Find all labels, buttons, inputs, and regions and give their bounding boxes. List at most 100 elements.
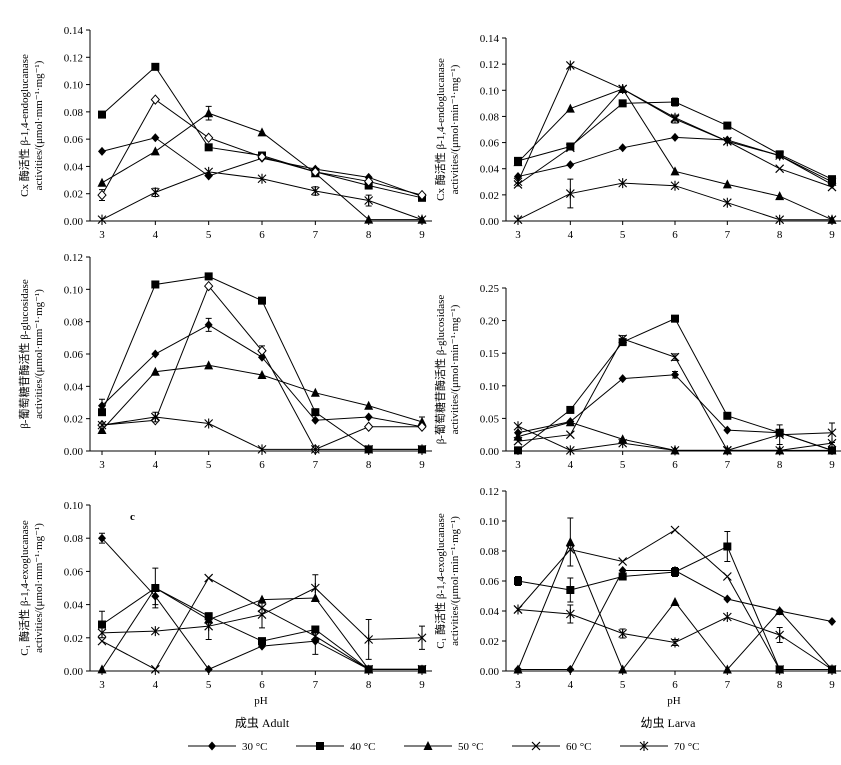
x-tick-label: 9 — [419, 459, 425, 471]
y-tick-label: 0.08 — [480, 111, 500, 123]
data-point — [310, 387, 320, 397]
y-tick-label: 0.08 — [480, 546, 500, 558]
data-point — [671, 370, 679, 380]
data-point — [513, 604, 523, 615]
x-tick-label: 3 — [99, 229, 105, 241]
data-point — [204, 621, 214, 632]
y-tick-label: 0.10 — [64, 500, 84, 512]
data-point — [775, 150, 785, 161]
y-tick-label: 0.10 — [480, 381, 500, 393]
legend-item-triangle: 50 °C — [404, 741, 484, 753]
y-tick-label: 0.02 — [64, 414, 83, 426]
legend-item-diamond: 30 °C — [188, 741, 268, 753]
y-tick-label: 0.20 — [480, 316, 500, 328]
data-point — [827, 438, 837, 449]
y-axis-title: activities/(μmol·mm⁻¹·mg⁻¹) — [33, 523, 45, 653]
square-icon — [316, 742, 324, 750]
data-point — [514, 446, 522, 455]
x-axis-title: pH — [254, 695, 268, 707]
y-tick-label: 0.00 — [64, 446, 84, 458]
data-point — [565, 609, 575, 619]
y-tick-label: 0.06 — [64, 349, 84, 361]
data-point — [722, 664, 732, 674]
chart-panels: 0.00 0.02 0.04 0.06 0.08 0.10 0.12 0.14 3 4 5 6 7 8 9 C… — [17, 25, 841, 707]
data-point — [514, 172, 522, 182]
series-line — [517, 545, 832, 670]
data-point — [566, 142, 575, 151]
x-tick-label: 5 — [206, 679, 212, 691]
data-point — [618, 664, 628, 674]
series-line — [101, 137, 423, 197]
series-40-C — [98, 272, 426, 454]
y-tick-label: 0.06 — [480, 576, 500, 588]
data-point — [97, 420, 107, 431]
data-point — [417, 214, 427, 225]
series-60-C — [513, 334, 837, 455]
series-50-C — [513, 517, 837, 674]
star-icon — [639, 741, 649, 751]
series-line — [517, 317, 833, 451]
data-point — [204, 166, 214, 177]
data-point — [257, 127, 267, 137]
series-40-C — [514, 314, 836, 455]
y-axis-title: Cx 酶活性 β-1,4-endoglucanase — [433, 58, 447, 201]
data-point — [150, 664, 160, 674]
data-point — [258, 637, 266, 646]
data-point — [98, 620, 106, 629]
series-50-C — [97, 105, 427, 224]
x-tick-label: 9 — [419, 229, 425, 241]
data-point — [670, 180, 680, 191]
data-point — [150, 187, 160, 198]
series-60-C — [97, 280, 427, 455]
series-70-C — [513, 60, 837, 187]
data-point — [417, 664, 427, 674]
x-tick-label: 4 — [568, 459, 574, 471]
data-point — [204, 108, 214, 118]
data-point — [565, 60, 575, 71]
y-tick-label: 0.06 — [64, 134, 84, 146]
series-50-C — [97, 360, 427, 434]
chart-panel-larva-c1: 0.00 0.02 0.04 0.06 0.08 0.10 0.12 3 4 5 6 7 8 9 pH C₁ … — [433, 486, 841, 707]
y-tick-label: 0.15 — [480, 348, 500, 360]
y-tick-label: 0.00 — [480, 666, 500, 678]
legend-label: 70 °C — [674, 741, 700, 753]
data-point — [97, 189, 107, 201]
triangle-icon — [423, 741, 433, 750]
data-point — [827, 214, 837, 225]
data-point — [150, 94, 161, 105]
x-tick-label: 4 — [568, 679, 574, 691]
data-point — [618, 178, 628, 189]
data-point — [204, 418, 214, 429]
y-axis-title: β-葡萄糖苷酶活性 β-glucosidase — [433, 295, 447, 445]
x-tick-label: 9 — [419, 679, 425, 691]
x-tick-label: 7 — [313, 459, 319, 471]
data-point — [363, 176, 374, 187]
data-point — [618, 374, 627, 384]
data-point — [775, 665, 785, 674]
series-70-C-low — [513, 178, 837, 225]
legend-label: 50 °C — [458, 741, 484, 753]
y-axis-title: C₁ 酶活性 β-1,4-exoglucanase — [17, 520, 31, 656]
x-tick-label: 6 — [672, 229, 678, 241]
data-point — [722, 197, 732, 208]
data-point — [565, 188, 575, 199]
series-line — [517, 374, 833, 451]
x-tick-label: 6 — [259, 459, 265, 471]
series-line — [101, 285, 422, 451]
x-tick-label: 7 — [313, 679, 319, 691]
data-point — [98, 146, 106, 156]
series-60-C — [97, 94, 427, 202]
data-point — [203, 280, 214, 292]
legend-item-star: 70 °C — [620, 741, 700, 753]
data-point — [151, 280, 160, 289]
data-point — [310, 444, 320, 455]
x-tick-label: 4 — [568, 229, 574, 241]
legend-item-x: 60 °C — [512, 741, 592, 753]
y-tick-label: 0.14 — [64, 25, 84, 37]
data-point — [203, 132, 214, 144]
data-point — [827, 176, 837, 187]
data-point — [417, 632, 427, 643]
x-tick-label: 5 — [620, 679, 626, 691]
data-point — [150, 146, 160, 156]
data-point — [618, 334, 628, 344]
